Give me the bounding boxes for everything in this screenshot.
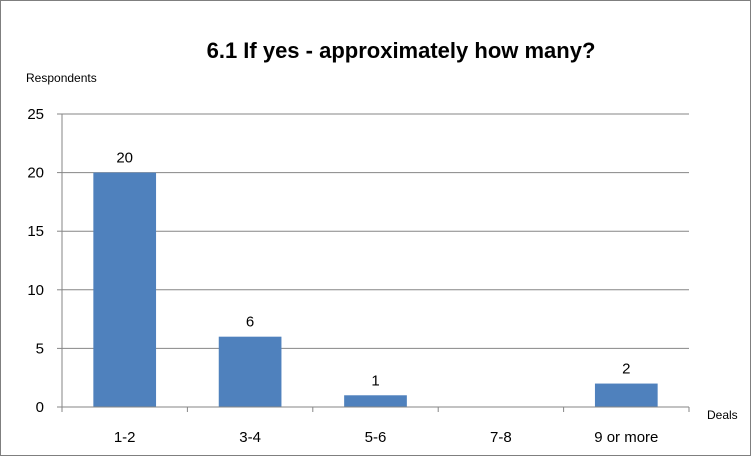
- x-tick-label: 7-8: [490, 429, 512, 446]
- labels: 0 5 10 15 20 25 20 1-2 6 3-4 1 5-6 7-8 2 9 or more: [27, 106, 658, 446]
- y-tick-label: 15: [27, 223, 44, 240]
- x-tick-label: 1-2: [114, 429, 136, 446]
- y-tick-label: 20: [27, 165, 44, 182]
- chart-title: 6.1 If yes - approximately how many?: [207, 38, 596, 63]
- y-axis-label: Respondents: [26, 71, 97, 85]
- gridlines: [62, 113, 689, 349]
- bars: [93, 172, 658, 407]
- axes: [57, 113, 690, 412]
- x-tick-label: 3-4: [239, 429, 261, 446]
- data-label: 2: [622, 361, 630, 378]
- x-axis-label: Deals: [707, 408, 738, 422]
- data-label: 6: [246, 314, 254, 331]
- x-tick-label: 9 or more: [594, 429, 658, 446]
- data-label: 20: [116, 150, 133, 167]
- bar: [93, 172, 157, 407]
- bar: [344, 395, 407, 407]
- y-tick-label: 5: [36, 340, 44, 357]
- data-label: 1: [371, 372, 379, 389]
- y-tick-label: 10: [27, 282, 44, 299]
- bar: [218, 336, 282, 407]
- x-tick-label: 5-6: [365, 429, 387, 446]
- y-tick-label: 25: [27, 106, 44, 123]
- bar: [594, 383, 658, 407]
- y-tick-label: 0: [36, 399, 44, 416]
